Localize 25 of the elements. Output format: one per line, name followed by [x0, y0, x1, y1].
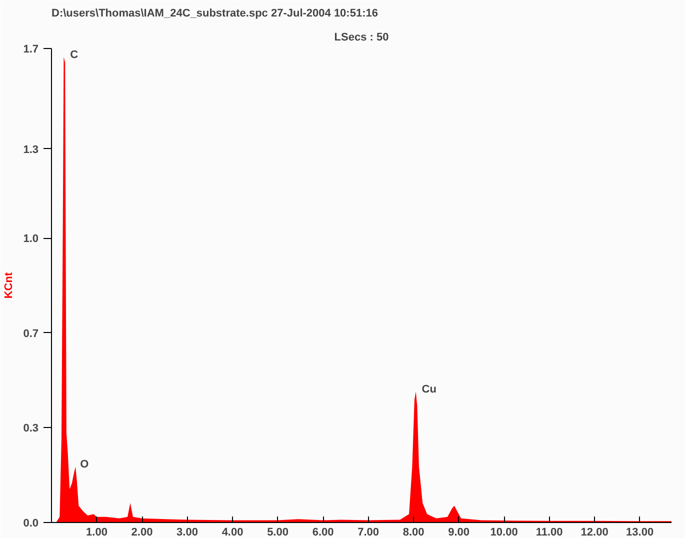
x-tick-label: 10.00 — [490, 526, 518, 538]
annotation: C — [70, 48, 78, 61]
x-tick-label: 1.00 — [86, 526, 108, 538]
annotation: O — [80, 458, 90, 471]
x-tick-label: 12.00 — [580, 526, 608, 538]
x-tick-label: 11.00 — [536, 526, 563, 538]
x-tick-label: 13.00 — [626, 526, 654, 538]
x-tick-label: 4.00 — [222, 526, 244, 538]
x-tick-label: 9.00 — [448, 526, 470, 538]
y-tick-label: 0.3 — [23, 422, 39, 435]
annotation: Cu — [422, 383, 436, 396]
y-tick-label: 1.7 — [23, 44, 39, 56]
y-tick-label: 0.0 — [23, 518, 39, 530]
x-tick-label: 6.00 — [312, 526, 334, 538]
x-tick-label: 7.00 — [358, 526, 380, 538]
x-tick-label: 5.00 — [267, 526, 288, 538]
x-tick-label: 8.00 — [402, 526, 424, 538]
y-tick-label: 0.7 — [23, 328, 39, 340]
y-axis-title: KCnt — [3, 272, 16, 299]
chart-title: D:\users\Thomas\IAM_24C_substrate.spc 27-Jul-2004 10:51:16 — [52, 8, 378, 20]
y-tick-label: 1.0 — [23, 233, 39, 246]
y-tick-label: 1.3 — [23, 144, 39, 156]
x-tick-label: 2.00 — [131, 526, 153, 538]
x-tick-label: 3.00 — [176, 526, 198, 538]
chart-subtitle: LSecs : 50 — [334, 32, 389, 44]
